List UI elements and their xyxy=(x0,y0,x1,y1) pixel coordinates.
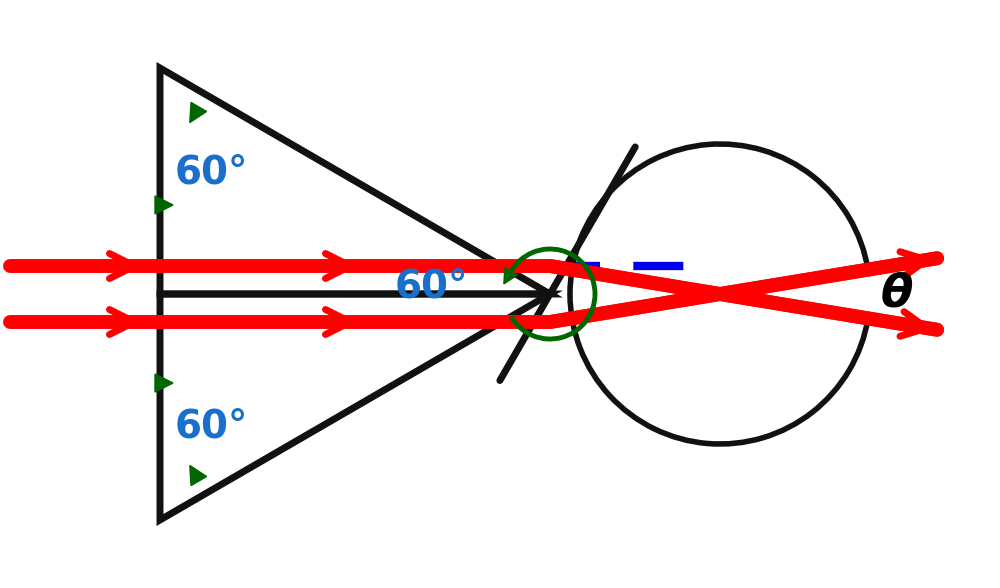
Polygon shape xyxy=(190,466,207,486)
Polygon shape xyxy=(504,268,517,284)
Text: 60°: 60° xyxy=(395,267,468,305)
Polygon shape xyxy=(155,196,173,214)
Text: 60°: 60° xyxy=(175,153,248,191)
Text: 60°: 60° xyxy=(175,407,248,445)
Polygon shape xyxy=(190,102,207,122)
Text: $\boldsymbol{\theta}$: $\boldsymbol{\theta}$ xyxy=(880,272,913,316)
Polygon shape xyxy=(155,374,173,392)
